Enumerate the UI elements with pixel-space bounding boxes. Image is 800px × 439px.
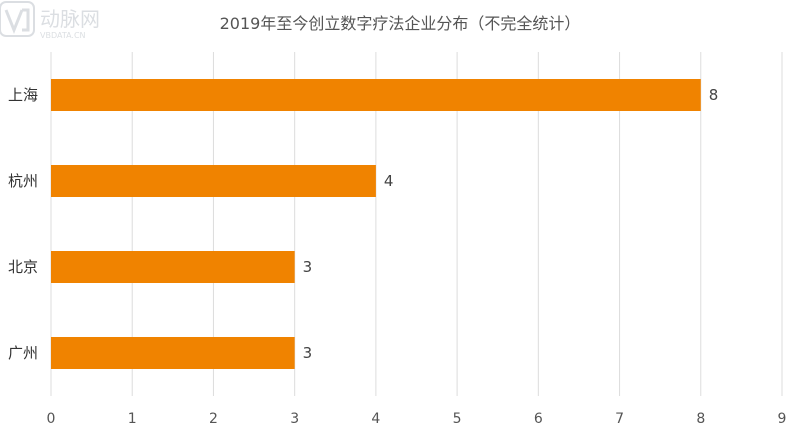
x-tick-label-4: 4 (371, 411, 380, 427)
data-label-1: 4 (384, 172, 394, 190)
data-label-0: 8 (709, 86, 719, 104)
x-tick-label-6: 6 (534, 411, 543, 427)
x-tick-label-9: 9 (778, 411, 787, 427)
x-tick-label-2: 2 (209, 411, 218, 427)
category-label-0: 上海 (8, 86, 38, 104)
bar-3 (51, 337, 295, 369)
data-label-3: 3 (303, 344, 313, 362)
data-label-2: 3 (303, 258, 313, 276)
x-tick-label-1: 1 (128, 411, 137, 427)
chart-title: 2019年至今创立数字疗法企业分布（不完全统计） (219, 14, 581, 33)
bar-1 (51, 165, 376, 197)
x-tick-label-7: 7 (615, 411, 624, 427)
x-tick-label-5: 5 (453, 411, 462, 427)
vbdata-logo-watermark: 动脉网 VBDATA.CN (0, 1, 100, 40)
bar-2 (51, 251, 295, 283)
category-label-2: 北京 (8, 258, 38, 276)
svg-text:动脉网: 动脉网 (40, 7, 100, 31)
x-tick-label-3: 3 (290, 411, 299, 427)
x-tick-label-8: 8 (696, 411, 705, 427)
category-label-1: 杭州 (8, 172, 38, 190)
category-label-3: 广州 (8, 344, 38, 362)
x-tick-label-0: 0 (47, 411, 56, 427)
bar-0 (51, 79, 701, 111)
svg-text:VBDATA.CN: VBDATA.CN (40, 31, 86, 40)
